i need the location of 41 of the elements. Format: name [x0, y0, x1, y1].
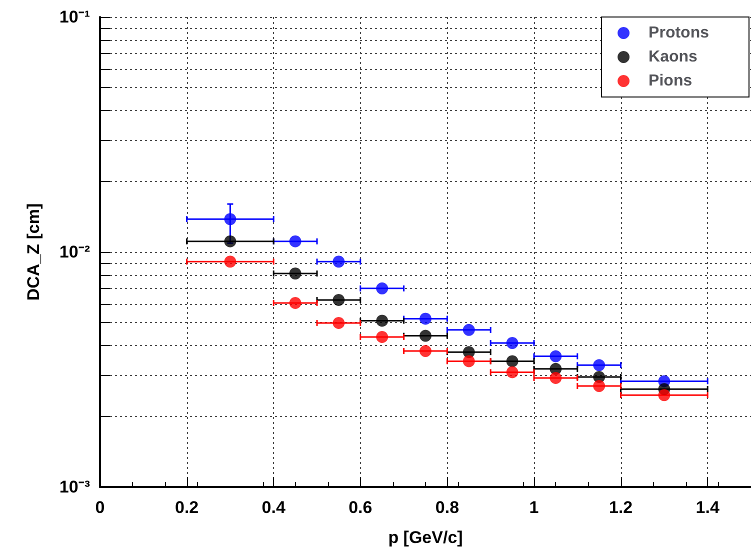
- y-tick-label: 10⁻²: [59, 242, 90, 262]
- point: [462, 355, 475, 368]
- point: [420, 345, 432, 358]
- point: [420, 330, 432, 342]
- point: [376, 282, 388, 294]
- point: [376, 314, 388, 327]
- y-tick-label: 10⁻¹: [59, 8, 90, 26]
- x-tick-label: 0.6: [348, 498, 372, 517]
- point: [289, 268, 302, 280]
- point: [289, 296, 302, 309]
- legend-label: Pions: [648, 72, 692, 90]
- point: [289, 235, 302, 248]
- legend-label: Kaons: [648, 48, 698, 66]
- point: [332, 316, 345, 329]
- point: [376, 330, 388, 343]
- x-tick-label: 1: [529, 498, 539, 517]
- point: [462, 324, 475, 336]
- point: [332, 294, 345, 306]
- point: [550, 372, 562, 384]
- y-tick-label: 10⁻³: [59, 478, 90, 496]
- x-tick-label: 0.2: [174, 498, 199, 517]
- point: [506, 366, 518, 378]
- point: [593, 380, 606, 392]
- x-tick-label: 0: [95, 498, 105, 517]
- legend-label: Protons: [648, 24, 710, 42]
- x-tick-label: 0.8: [435, 498, 460, 517]
- point: [658, 389, 670, 402]
- point: [332, 256, 345, 268]
- point: [224, 235, 236, 248]
- point: [506, 355, 518, 368]
- x-tick-label: 0.4: [262, 498, 286, 517]
- point: [593, 359, 606, 372]
- x-tick-label: 1.2: [608, 498, 633, 517]
- point: [550, 350, 562, 362]
- y-axis-title: DCA_Z [cm]: [24, 203, 43, 301]
- point: [420, 312, 432, 325]
- point: [506, 337, 518, 349]
- point: [224, 213, 236, 226]
- x-axis-title: p [GeV/c]: [388, 528, 463, 547]
- point: [224, 256, 236, 268]
- x-tick-label: 1.4: [696, 498, 720, 517]
